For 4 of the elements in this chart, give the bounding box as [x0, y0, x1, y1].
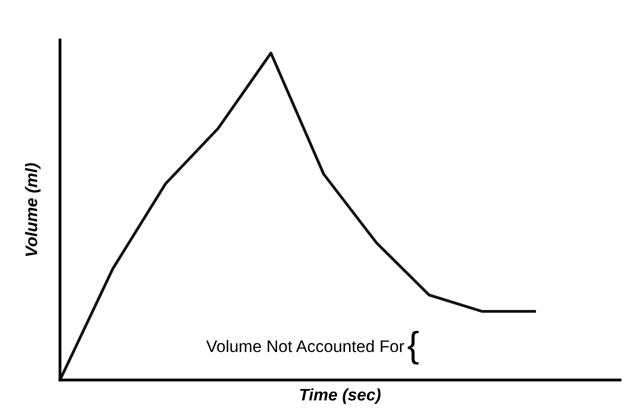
annotation: {: [408, 330, 419, 365]
x-axis-title: Time (sec): [300, 388, 381, 404]
annotation: Volume Not Accounted For: [206, 340, 404, 352]
y-axis-title: Volume (ml): [25, 163, 41, 256]
